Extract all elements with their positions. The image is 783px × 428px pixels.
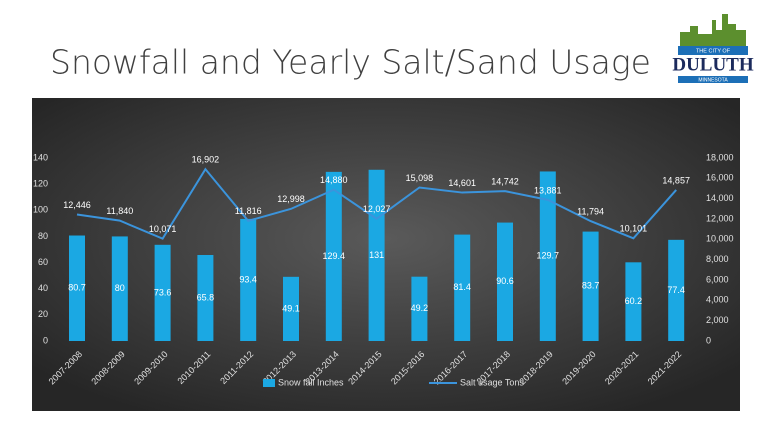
- bar: [411, 276, 428, 341]
- y-tick-label: 60: [38, 257, 48, 267]
- bar: [497, 222, 513, 341]
- bar-value-label: 93.4: [239, 274, 257, 284]
- bar: [668, 239, 685, 341]
- line-value-label: 13,881: [534, 185, 562, 195]
- y2-tick-label: 10,000: [706, 234, 734, 244]
- y-tick-label: 120: [33, 179, 48, 189]
- bar: [539, 171, 556, 341]
- y2-tick-label: 2,000: [706, 315, 729, 325]
- line-value-label: 10,071: [149, 224, 177, 234]
- bar-value-label: 73.6: [154, 287, 172, 297]
- legend-swatch: [263, 379, 275, 387]
- bar-value-label: 49.1: [282, 303, 300, 313]
- y2-tick-label: 16,000: [706, 173, 734, 183]
- bar: [154, 244, 171, 341]
- y2-tick-label: 14,000: [706, 193, 734, 203]
- bar-value-label: 77.4: [667, 285, 685, 295]
- line-value-label: 16,902: [192, 155, 220, 165]
- y2-tick-label: 8,000: [706, 254, 729, 264]
- y2-tick-label: 12,000: [706, 213, 734, 223]
- chart-area: [32, 98, 740, 411]
- line-value-label: 10,101: [620, 224, 648, 234]
- bar: [111, 236, 128, 341]
- line-value-label: 11,794: [577, 206, 604, 216]
- bar: [283, 276, 299, 341]
- bar-value-label: 80.7: [68, 283, 86, 293]
- y-tick-label: 0: [43, 335, 48, 345]
- y2-tick-label: 0: [706, 335, 711, 345]
- line-value-label: 12,998: [277, 194, 305, 204]
- y-tick-label: 100: [33, 205, 48, 215]
- bar-value-label: 81.4: [453, 282, 471, 292]
- line-value-label: 12,446: [63, 200, 91, 210]
- bar: [625, 262, 642, 341]
- bar-value-label: 90.6: [496, 276, 514, 286]
- logo-top: THE CITY OF: [696, 48, 731, 54]
- y2-tick-label: 6,000: [706, 274, 729, 284]
- bar: [368, 169, 385, 341]
- slide-title: Snowfall and Yearly Salt/Sand Usage: [50, 43, 651, 82]
- line-value-label: 14,857: [662, 175, 690, 185]
- y-tick-label: 40: [38, 283, 48, 293]
- bar-value-label: 83.7: [582, 281, 600, 291]
- bar: [240, 218, 257, 341]
- y-tick-label: 140: [33, 152, 48, 162]
- bar-value-label: 60.2: [625, 296, 643, 306]
- line-value-label: 14,601: [448, 178, 476, 188]
- line-value-label: 12,027: [363, 204, 391, 214]
- line-value-label: 11,840: [106, 206, 133, 216]
- bar-value-label: 129.7: [537, 251, 560, 261]
- line-value-label: 14,880: [320, 175, 348, 185]
- bar: [197, 254, 214, 341]
- logo: THE CITY OF DULUTH MINNESOTA: [672, 14, 754, 83]
- y-tick-label: 20: [38, 309, 48, 319]
- y-tick-label: 80: [38, 231, 48, 241]
- bar-value-label: 65.8: [197, 292, 215, 302]
- bar-value-label: 131: [369, 250, 384, 260]
- bar: [454, 234, 471, 341]
- line-value-label: 11,816: [235, 206, 262, 216]
- legend-label: Snow fall Inches: [278, 377, 344, 387]
- bar-value-label: 49.2: [411, 303, 429, 313]
- bar-value-label: 129.4: [323, 251, 346, 261]
- y2-tick-label: 4,000: [706, 295, 729, 305]
- legend-label: Salt usage Tons: [460, 377, 524, 387]
- y2-tick-label: 18,000: [706, 152, 734, 162]
- bar: [69, 235, 85, 341]
- bar-value-label: 80: [115, 283, 125, 293]
- line-value-label: 14,742: [491, 176, 519, 186]
- line: [76, 167, 677, 240]
- logo-bottom: MINNESOTA: [698, 77, 728, 83]
- bar: [582, 231, 599, 341]
- logo-name: DULUTH: [672, 54, 754, 75]
- bar: [325, 171, 342, 341]
- line-value-label: 15,098: [406, 173, 434, 183]
